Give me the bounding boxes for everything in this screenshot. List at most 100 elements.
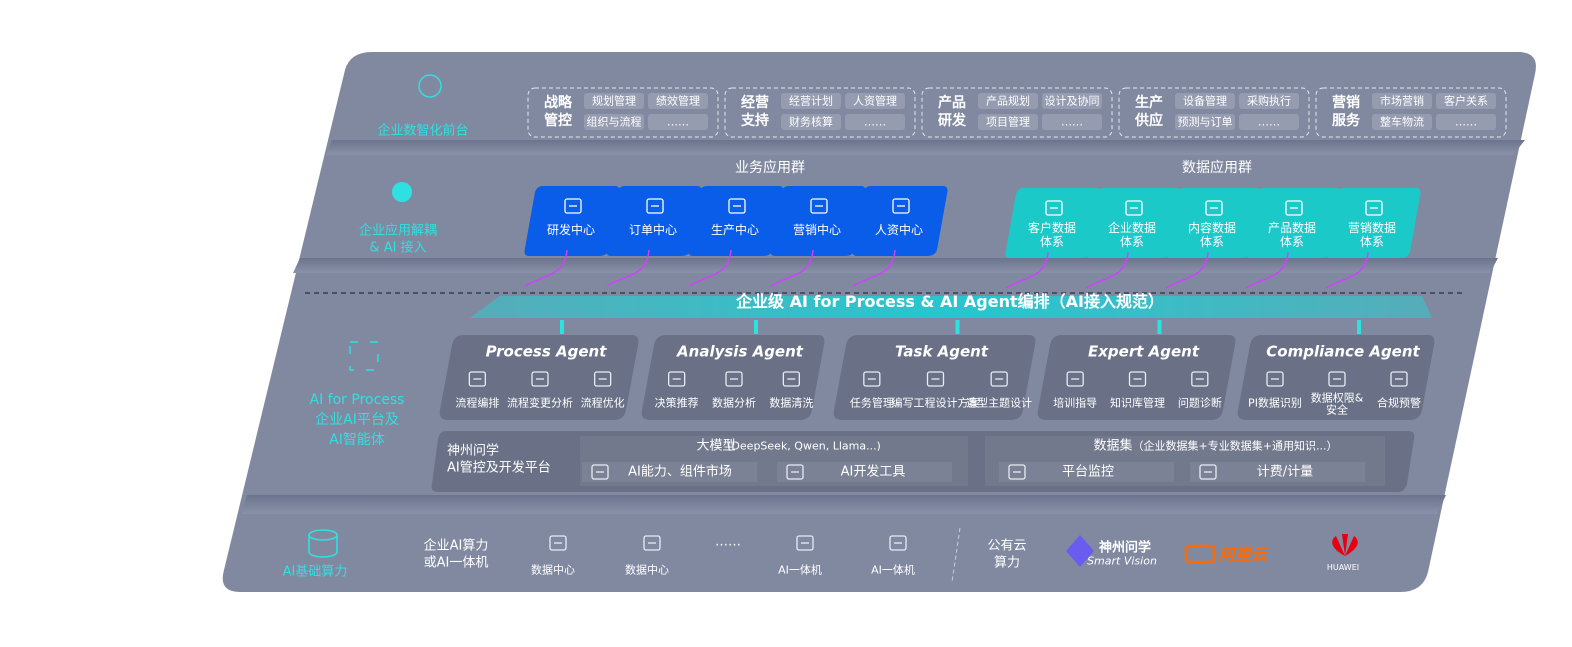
icon bbox=[1205, 200, 1223, 216]
icon bbox=[1285, 200, 1303, 216]
agent-item: 决策推荐 bbox=[654, 396, 699, 410]
agent-item: 合规预警 bbox=[1377, 396, 1421, 410]
app-tile bbox=[1085, 188, 1181, 258]
divider bbox=[326, 140, 1525, 155]
agent-box bbox=[1237, 335, 1435, 420]
icon bbox=[1128, 371, 1147, 387]
group-item: 产品规划 bbox=[986, 94, 1030, 108]
agent-item: 流程优化 bbox=[580, 396, 625, 410]
chip bbox=[1175, 93, 1235, 109]
chip bbox=[781, 93, 841, 109]
agent-item: 流程变更分析 bbox=[507, 396, 573, 410]
group-item: 预测与订单 bbox=[1177, 115, 1233, 129]
connector bbox=[1165, 251, 1209, 289]
layer-label: AI基础算力 bbox=[282, 564, 348, 580]
icon bbox=[1390, 371, 1408, 387]
agent-item: PI数据识别 bbox=[1248, 396, 1302, 410]
icon bbox=[728, 198, 746, 214]
app-tile bbox=[1165, 188, 1261, 258]
agent-item: 任务管理 bbox=[849, 396, 894, 410]
chip bbox=[1436, 114, 1496, 130]
app-tile-label: 内容数据 bbox=[1187, 221, 1237, 235]
icon bbox=[668, 371, 686, 387]
chip bbox=[978, 93, 1038, 109]
app-tile-label: 体系 bbox=[1359, 235, 1385, 249]
agent-box bbox=[641, 335, 825, 420]
agent-item: 流程编排 bbox=[455, 396, 500, 410]
chip bbox=[845, 93, 905, 109]
app-tile bbox=[606, 186, 702, 256]
vendor-name: HUAWEI bbox=[1326, 563, 1360, 572]
group-title: 研发 bbox=[938, 113, 966, 129]
icon bbox=[643, 535, 661, 551]
app-tile bbox=[1245, 188, 1341, 258]
agent-item: 问题诊断 bbox=[1177, 396, 1222, 410]
icon bbox=[1365, 200, 1383, 216]
icon bbox=[646, 198, 664, 214]
separator bbox=[951, 527, 961, 583]
section-note: （企业数据集+专业数据集+通用知识...） bbox=[1132, 439, 1338, 453]
app-tile-label: 客户数据 bbox=[1027, 221, 1077, 235]
agent-box bbox=[1037, 335, 1236, 420]
app-tile-label: 人资中心 bbox=[874, 223, 924, 237]
agent-item: 培训指导 bbox=[1053, 396, 1098, 410]
group-item: 组织与流程 bbox=[586, 115, 642, 129]
app-tile-label: 产品数据 bbox=[1267, 221, 1317, 235]
group-item: 项目管理 bbox=[986, 115, 1030, 129]
app-tile bbox=[688, 186, 784, 256]
logo bbox=[1184, 544, 1216, 564]
group-item: …… bbox=[667, 115, 689, 129]
group-title: 经营 bbox=[741, 95, 769, 111]
app-tile-label: 体系 bbox=[1279, 235, 1305, 249]
agent-name: Expert Agent bbox=[1088, 342, 1199, 361]
icon bbox=[889, 535, 907, 551]
group-item: 财务核算 bbox=[789, 115, 833, 129]
connector bbox=[770, 249, 814, 287]
icon bbox=[863, 371, 881, 387]
chip bbox=[1372, 114, 1432, 130]
connector bbox=[1325, 251, 1369, 289]
chip bbox=[978, 114, 1038, 130]
chip bbox=[1175, 114, 1235, 130]
platform-item: 计费/计量 bbox=[1256, 464, 1314, 480]
group-title: 服务 bbox=[1332, 113, 1360, 129]
infra-item: AI一体机 bbox=[871, 563, 915, 577]
app-tile bbox=[1005, 188, 1101, 258]
infra-item: 数据中心 bbox=[625, 563, 669, 577]
chip bbox=[1042, 114, 1102, 130]
vendor-name: 阿里云 bbox=[1218, 545, 1268, 564]
platform-name: 神州问学 bbox=[447, 443, 500, 459]
group-box bbox=[527, 87, 719, 138]
section-title: 大模型 bbox=[696, 438, 736, 454]
divider bbox=[293, 258, 1498, 273]
group-item: …… bbox=[1061, 115, 1083, 129]
connector bbox=[688, 249, 732, 287]
group-title: 供应 bbox=[1135, 113, 1163, 129]
group-box bbox=[1118, 87, 1310, 138]
group-item: 整车物流 bbox=[1380, 115, 1424, 129]
group-title: 战略 bbox=[544, 95, 572, 111]
group-item: 市场营销 bbox=[1380, 94, 1424, 108]
icon bbox=[1328, 371, 1346, 387]
icon bbox=[1066, 371, 1084, 387]
app-tile-label: 研发中心 bbox=[546, 223, 596, 237]
infra-item: AI一体机 bbox=[778, 563, 822, 577]
icon bbox=[564, 198, 582, 214]
icon bbox=[1125, 200, 1143, 216]
infra-item: 数据中心 bbox=[531, 563, 575, 577]
icon bbox=[810, 198, 828, 214]
group-item: 采购执行 bbox=[1247, 94, 1291, 108]
icon bbox=[308, 535, 338, 558]
icon bbox=[594, 371, 612, 387]
platform-item: 平台监控 bbox=[1061, 464, 1115, 480]
divider bbox=[242, 495, 1446, 514]
chip bbox=[584, 93, 644, 109]
group-title: 产品 bbox=[938, 95, 966, 111]
banner-text: 企业级 AI for Process & AI Agent编排（AI接入规范） bbox=[736, 292, 1164, 311]
layer-label: 企业应用解耦 bbox=[358, 223, 438, 239]
icon bbox=[1191, 371, 1209, 387]
section-box bbox=[985, 436, 1385, 486]
connector bbox=[1085, 251, 1129, 289]
agent-item: 知识库管理 bbox=[1110, 396, 1165, 410]
